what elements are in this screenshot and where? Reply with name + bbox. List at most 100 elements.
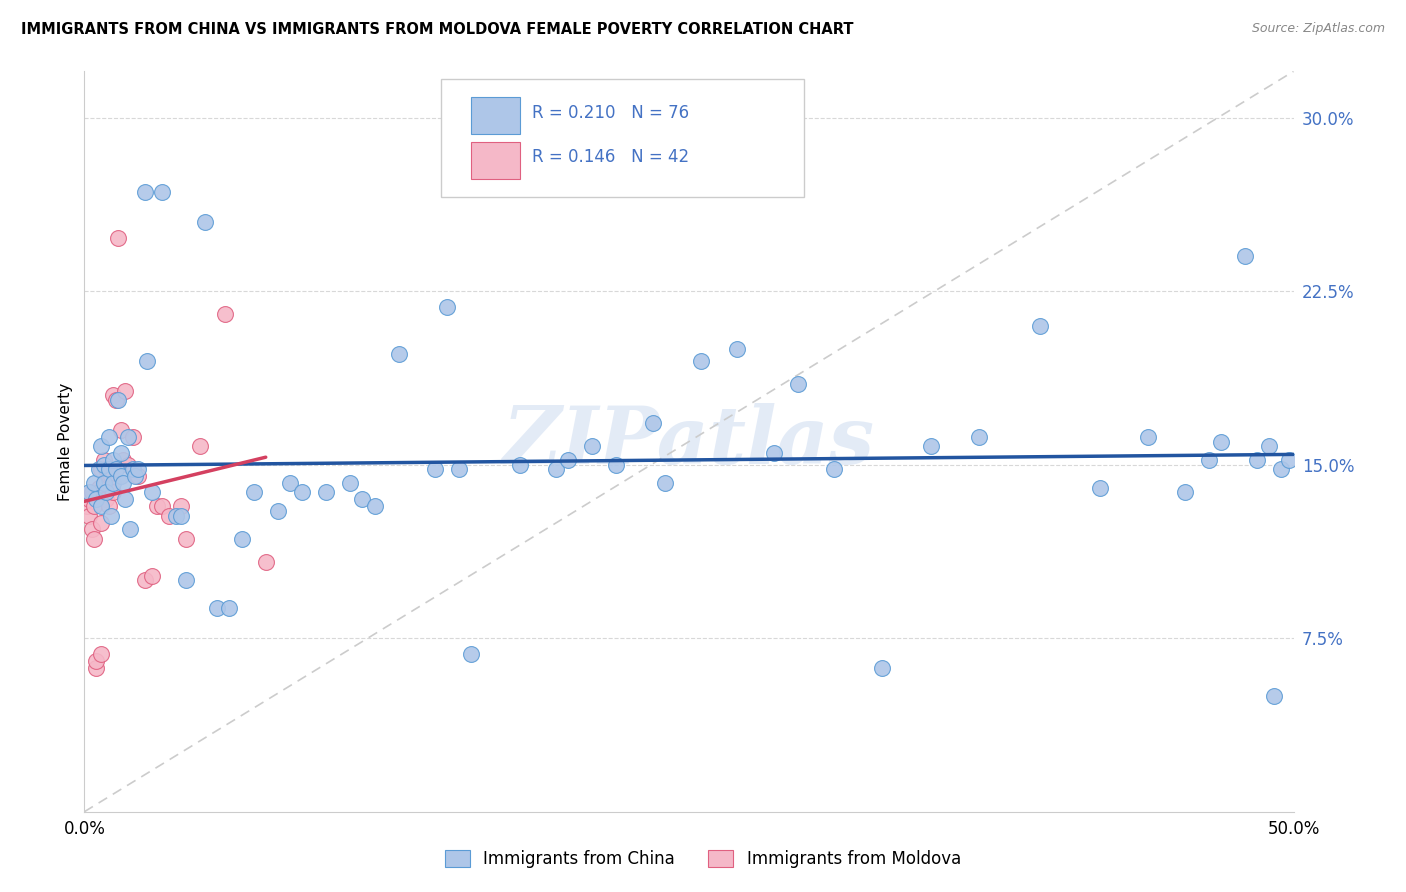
Point: [1278, 453, 1301, 467]
Point: [1263, 689, 1285, 703]
Y-axis label: Female Poverty: Female Poverty: [58, 383, 73, 500]
Point: [103, 453, 125, 467]
Point: [690, 353, 713, 368]
Point: [90, 648, 112, 662]
Point: [231, 532, 253, 546]
Point: [165, 508, 187, 523]
Point: [339, 476, 361, 491]
Point: [134, 185, 156, 199]
Point: [1174, 485, 1197, 500]
Point: [110, 446, 132, 460]
Point: [194, 215, 217, 229]
Point: [544, 462, 567, 476]
Point: [218, 601, 240, 615]
Point: [1246, 453, 1268, 467]
Point: [291, 485, 314, 500]
Point: [104, 462, 127, 476]
Text: IMMIGRANTS FROM CHINA VS IMMIGRANTS FROM MOLDOVA FEMALE POVERTY CORRELATION CHAR: IMMIGRANTS FROM CHINA VS IMMIGRANTS FROM…: [21, 22, 853, 37]
Point: [1209, 434, 1232, 449]
Point: [786, 376, 808, 391]
Point: [509, 458, 531, 472]
Point: [77, 492, 100, 507]
Point: [146, 500, 169, 514]
Point: [214, 307, 236, 321]
Point: [150, 500, 173, 514]
Point: [94, 492, 117, 507]
Point: [170, 508, 193, 523]
Point: [93, 453, 115, 467]
Point: [87, 485, 110, 500]
Point: [1028, 318, 1050, 333]
Point: [1137, 430, 1160, 444]
Point: [112, 453, 135, 467]
Point: [107, 231, 129, 245]
Point: [100, 508, 122, 523]
Text: R = 0.210   N = 76: R = 0.210 N = 76: [531, 103, 689, 122]
Point: [90, 516, 112, 530]
Point: [967, 430, 990, 444]
FancyBboxPatch shape: [441, 78, 804, 197]
Legend: Immigrants from China, Immigrants from Moldova: Immigrants from China, Immigrants from M…: [439, 843, 967, 875]
Point: [423, 462, 446, 476]
Point: [80, 485, 103, 500]
Point: [352, 492, 374, 507]
Point: [110, 423, 132, 437]
Point: [449, 462, 471, 476]
Point: [141, 485, 163, 500]
Point: [93, 458, 115, 472]
Point: [100, 469, 122, 483]
Point: [127, 469, 149, 483]
Point: [1234, 250, 1257, 264]
Point: [174, 532, 197, 546]
Point: [86, 661, 108, 675]
Point: [100, 481, 122, 495]
Point: [278, 476, 301, 491]
Point: [104, 392, 127, 407]
Point: [920, 439, 942, 453]
FancyBboxPatch shape: [471, 142, 520, 178]
Point: [872, 661, 894, 675]
Point: [107, 392, 129, 407]
Point: [725, 342, 748, 356]
Point: [97, 500, 120, 514]
Point: [127, 462, 149, 476]
Point: [76, 500, 98, 514]
Point: [141, 568, 163, 582]
Text: ZIPatlas: ZIPatlas: [503, 403, 875, 480]
Point: [1088, 481, 1111, 495]
Point: [121, 462, 143, 476]
Point: [150, 185, 173, 199]
Point: [103, 485, 125, 500]
Point: [1258, 439, 1281, 453]
Point: [86, 654, 108, 668]
Point: [90, 439, 112, 453]
Point: [190, 439, 212, 453]
Point: [94, 485, 117, 500]
Point: [93, 476, 115, 491]
Point: [97, 430, 120, 444]
Point: [170, 500, 193, 514]
Point: [267, 504, 290, 518]
Point: [117, 430, 139, 444]
Point: [103, 476, 125, 491]
Point: [97, 469, 120, 483]
Point: [762, 446, 785, 460]
Point: [80, 523, 103, 537]
Point: [605, 458, 627, 472]
Point: [121, 430, 143, 444]
Text: Source: ZipAtlas.com: Source: ZipAtlas.com: [1251, 22, 1385, 36]
Point: [90, 462, 112, 476]
Point: [242, 485, 264, 500]
Point: [90, 500, 112, 514]
FancyBboxPatch shape: [471, 97, 520, 135]
Point: [83, 532, 105, 546]
Point: [1270, 462, 1292, 476]
Point: [87, 481, 110, 495]
Point: [87, 462, 110, 476]
Point: [83, 500, 105, 514]
Point: [315, 485, 337, 500]
Text: R = 0.146   N = 42: R = 0.146 N = 42: [531, 148, 689, 166]
Point: [654, 476, 676, 491]
Point: [124, 469, 146, 483]
Point: [363, 500, 385, 514]
